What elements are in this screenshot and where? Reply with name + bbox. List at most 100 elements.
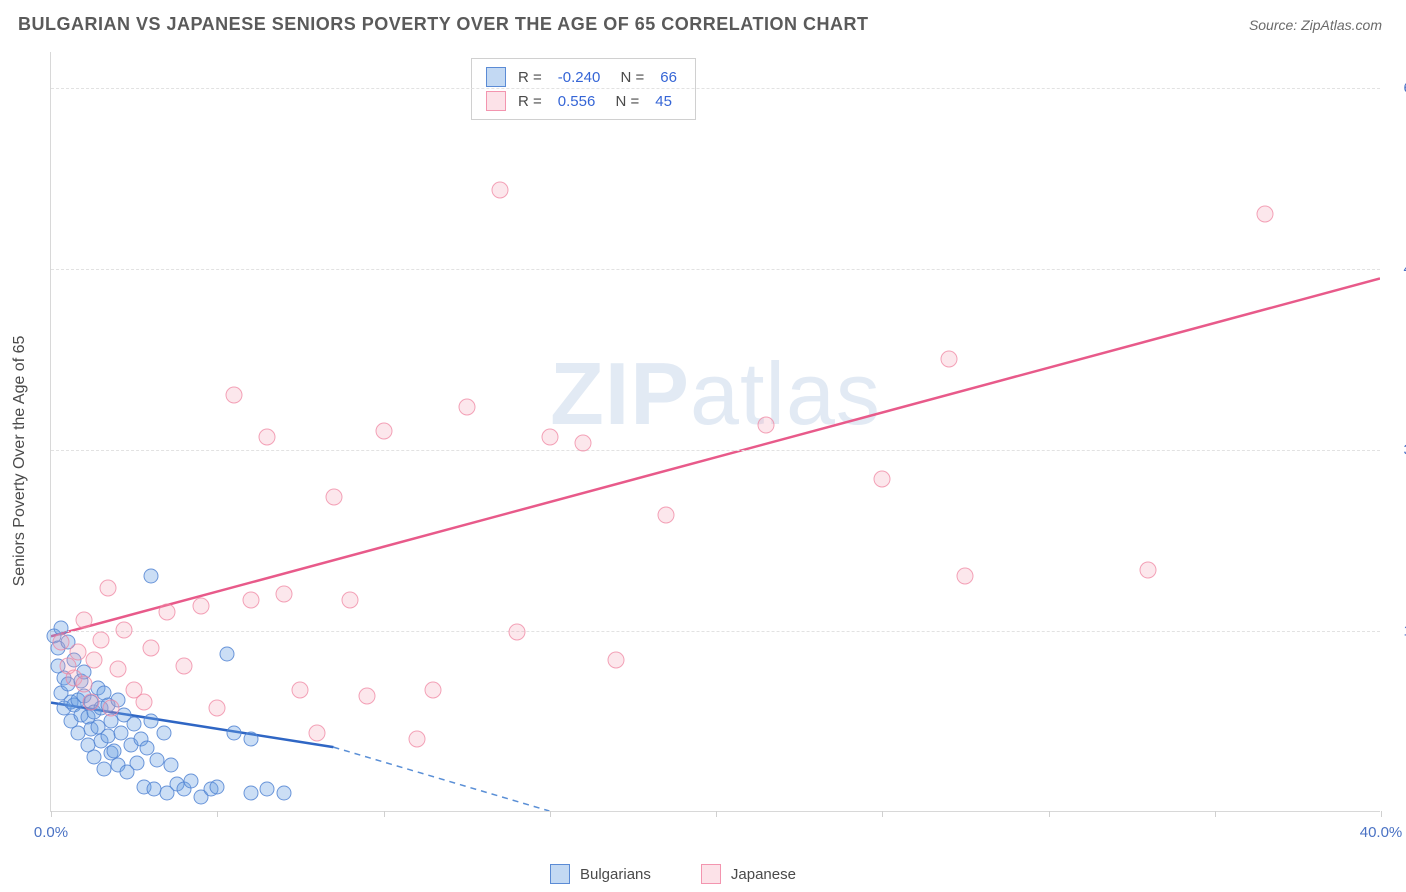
swatch-blue-icon (550, 864, 570, 884)
data-point (425, 682, 442, 699)
data-point (99, 579, 116, 596)
x-tick (51, 811, 52, 817)
gridline (51, 88, 1380, 89)
data-point (209, 700, 226, 717)
data-point (1256, 205, 1273, 222)
data-point (458, 398, 475, 415)
gridline (51, 450, 1380, 451)
data-point (109, 660, 126, 677)
swatch-pink-icon (486, 91, 506, 111)
x-tick (217, 811, 218, 817)
data-point (192, 597, 209, 614)
data-point (940, 350, 957, 367)
data-point (243, 731, 258, 746)
stats-row-bulgarians: R = -0.240 N = 66 (486, 65, 681, 89)
data-point (86, 652, 103, 669)
data-point (408, 730, 425, 747)
data-point (275, 585, 292, 602)
data-point (92, 631, 109, 648)
plot-area: ZIPatlas R = -0.240 N = 66 R = 0.556 N =… (50, 52, 1380, 812)
data-point (957, 567, 974, 584)
legend-label-bulgarians: Bulgarians (580, 866, 651, 883)
data-point (375, 423, 392, 440)
r-label: R = (518, 69, 542, 86)
data-point (163, 758, 178, 773)
data-point (874, 471, 891, 488)
data-point (508, 624, 525, 641)
x-tick (384, 811, 385, 817)
data-point (325, 489, 342, 506)
data-point (575, 435, 592, 452)
data-point (276, 785, 291, 800)
data-point (69, 643, 86, 660)
data-point (242, 591, 259, 608)
data-point (309, 724, 326, 741)
data-point (260, 782, 275, 797)
stats-row-japanese: R = 0.556 N = 45 (486, 89, 681, 113)
bottom-legend: Bulgarians Japanese (550, 864, 796, 884)
gridline (51, 631, 1380, 632)
r-value-bulgarians: -0.240 (554, 69, 605, 86)
data-point (130, 755, 145, 770)
data-point (183, 773, 198, 788)
data-point (76, 676, 93, 693)
legend-label-japanese: Japanese (731, 866, 796, 883)
trend-lines (51, 52, 1380, 811)
x-tick (550, 811, 551, 817)
x-tick (1049, 811, 1050, 817)
x-tick-label: 0.0% (34, 824, 68, 841)
watermark-bold: ZIP (550, 344, 690, 443)
data-point (143, 568, 158, 583)
data-point (491, 181, 508, 198)
data-point (127, 717, 142, 732)
data-point (102, 700, 119, 717)
data-point (541, 429, 558, 446)
data-point (142, 640, 159, 657)
data-point (210, 779, 225, 794)
data-point (157, 725, 172, 740)
x-tick (882, 811, 883, 817)
watermark-light: atlas (690, 344, 881, 443)
data-point (226, 725, 241, 740)
data-point (107, 743, 122, 758)
data-point (1140, 561, 1157, 578)
data-point (52, 634, 69, 651)
data-point (176, 658, 193, 675)
n-value-bulgarians: 66 (656, 69, 681, 86)
data-point (159, 603, 176, 620)
x-tick-label: 40.0% (1360, 824, 1403, 841)
x-tick (1381, 811, 1382, 817)
data-point (243, 785, 258, 800)
data-point (658, 507, 675, 524)
data-point (757, 416, 774, 433)
watermark: ZIPatlas (550, 343, 881, 445)
source-attribution: Source: ZipAtlas.com (1249, 17, 1382, 33)
data-point (220, 647, 235, 662)
n-label: N = (611, 93, 639, 110)
data-point (116, 622, 133, 639)
swatch-pink-icon (701, 864, 721, 884)
gridline (51, 269, 1380, 270)
r-value-japanese: 0.556 (554, 93, 600, 110)
chart-container: Seniors Poverty Over the Age of 65 ZIPat… (50, 52, 1390, 852)
data-point (358, 688, 375, 705)
n-value-japanese: 45 (651, 93, 676, 110)
data-point (136, 694, 153, 711)
r-label: R = (518, 93, 542, 110)
data-point (259, 429, 276, 446)
x-tick (1215, 811, 1216, 817)
chart-header: BULGARIAN VS JAPANESE SENIORS POVERTY OV… (0, 0, 1406, 45)
x-tick (716, 811, 717, 817)
chart-title: BULGARIAN VS JAPANESE SENIORS POVERTY OV… (18, 14, 868, 35)
data-point (608, 652, 625, 669)
data-point (76, 612, 93, 629)
data-point (143, 713, 158, 728)
data-point (342, 591, 359, 608)
data-point (82, 694, 99, 711)
legend-item-japanese: Japanese (701, 864, 796, 884)
data-point (292, 682, 309, 699)
n-label: N = (616, 69, 644, 86)
swatch-blue-icon (486, 67, 506, 87)
y-axis-label: Seniors Poverty Over the Age of 65 (11, 336, 29, 587)
data-point (225, 386, 242, 403)
